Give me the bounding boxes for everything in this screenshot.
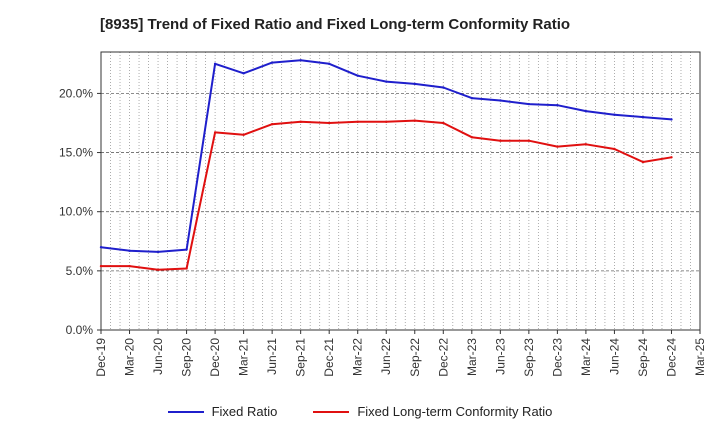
legend-swatch-fixed-long-term-conformity-ratio	[313, 410, 350, 413]
data-point-fixed-long-term-conformity-ratio	[327, 121, 331, 125]
data-point-fixed-long-term-conformity-ratio	[470, 135, 474, 139]
data-point-fixed-long-term-conformity-ratio	[670, 156, 673, 159]
legend-item-fixed-ratio: Fixed Ratio	[167, 404, 278, 419]
legend: Fixed Ratio Fixed Long-term Conformity R…	[0, 404, 720, 419]
data-point-fixed-ratio	[270, 61, 274, 64]
data-point-fixed-long-term-conformity-ratio	[584, 143, 588, 146]
x-tick-label: Dec-19	[94, 338, 108, 377]
data-point-fixed-long-term-conformity-ratio	[413, 119, 416, 122]
data-point-fixed-long-term-conformity-ratio	[270, 122, 274, 126]
data-point-fixed-ratio	[299, 59, 302, 62]
y-tick-label: 5.0%	[66, 264, 94, 278]
x-tick-label: Jun-20	[151, 338, 165, 375]
x-tick-label: Mar-23	[465, 338, 479, 376]
x-tick-label: Sep-24	[636, 338, 650, 377]
data-point-fixed-long-term-conformity-ratio	[299, 120, 302, 123]
data-point-fixed-long-term-conformity-ratio	[527, 139, 531, 142]
data-point-fixed-ratio	[385, 80, 388, 83]
data-point-fixed-ratio	[99, 245, 103, 249]
y-tick-label: 15.0%	[59, 146, 93, 160]
data-point-fixed-ratio	[470, 96, 474, 100]
x-tick-label: Mar-20	[123, 338, 137, 376]
data-point-fixed-long-term-conformity-ratio	[499, 139, 502, 142]
data-point-fixed-long-term-conformity-ratio	[213, 131, 217, 134]
legend-label-fixed-ratio: Fixed Ratio	[211, 404, 278, 419]
data-point-fixed-ratio	[327, 62, 331, 66]
data-point-fixed-long-term-conformity-ratio	[156, 268, 160, 271]
x-tick-label: Dec-20	[208, 338, 222, 377]
data-point-fixed-ratio	[413, 82, 416, 86]
x-tick-label: Sep-20	[180, 338, 194, 377]
data-point-fixed-long-term-conformity-ratio	[242, 133, 245, 137]
chart-title: [8935] Trend of Fixed Ratio and Fixed Lo…	[100, 16, 571, 33]
y-tick-label: 20.0%	[59, 86, 93, 100]
x-tick-label: Jun-22	[379, 338, 393, 375]
legend-item-fixed-long-term-conformity-ratio: Fixed Long-term Conformity Ratio	[313, 404, 552, 419]
x-tick-label: Mar-22	[351, 338, 365, 376]
x-tick-label: Jun-21	[265, 338, 279, 375]
data-point-fixed-ratio	[356, 74, 359, 77]
x-tick-label: Mar-24	[579, 338, 593, 376]
x-tick-label: Dec-23	[550, 338, 564, 377]
data-point-fixed-long-term-conformity-ratio	[613, 147, 616, 151]
x-tick-label: Jun-23	[493, 338, 507, 375]
data-point-fixed-ratio	[670, 118, 673, 121]
x-tick-label: Dec-21	[322, 338, 336, 377]
y-tick-label: 10.0%	[59, 205, 93, 219]
data-point-fixed-long-term-conformity-ratio	[356, 120, 359, 123]
data-point-fixed-long-term-conformity-ratio	[385, 120, 388, 123]
data-point-fixed-long-term-conformity-ratio	[641, 160, 645, 164]
data-point-fixed-ratio	[641, 115, 645, 119]
plot-border	[100, 51, 701, 331]
x-tick-label: Mar-21	[237, 338, 251, 376]
data-point-fixed-ratio	[242, 72, 245, 75]
x-tick-label: Sep-23	[522, 338, 536, 377]
x-tick-label: Dec-22	[436, 338, 450, 377]
x-tick-label: Mar-25	[693, 338, 707, 376]
data-point-fixed-ratio	[128, 249, 131, 252]
x-tick-label: Jun-24	[607, 338, 621, 375]
data-point-fixed-ratio	[556, 104, 559, 107]
data-point-fixed-long-term-conformity-ratio	[185, 267, 188, 270]
data-point-fixed-ratio	[442, 86, 445, 89]
data-point-fixed-long-term-conformity-ratio	[442, 121, 445, 125]
line-chart: 0.0% 5.0% 10.0% 15.0% 20.0% Dec-19 Mar-20 Jun-2…	[59, 51, 707, 377]
data-point-fixed-ratio	[584, 109, 588, 113]
plot-area	[101, 52, 700, 330]
data-point-fixed-long-term-conformity-ratio	[99, 264, 103, 268]
data-point-fixed-ratio	[499, 99, 502, 102]
data-point-fixed-ratio	[527, 102, 531, 106]
data-point-fixed-ratio	[213, 62, 217, 66]
data-point-fixed-ratio	[613, 113, 616, 116]
x-tick-label: Dec-24	[664, 338, 678, 377]
data-point-fixed-ratio	[156, 250, 160, 254]
data-point-fixed-long-term-conformity-ratio	[556, 145, 559, 148]
data-point-fixed-long-term-conformity-ratio	[128, 264, 131, 268]
data-point-fixed-ratio	[185, 248, 188, 251]
x-tick-label: Sep-21	[294, 338, 308, 377]
x-tick-label: Sep-22	[408, 338, 422, 377]
legend-label-fixed-long-term-conformity-ratio: Fixed Long-term Conformity Ratio	[357, 404, 553, 419]
y-tick-label: 0.0%	[66, 323, 94, 337]
legend-swatch-fixed-ratio	[167, 410, 204, 413]
